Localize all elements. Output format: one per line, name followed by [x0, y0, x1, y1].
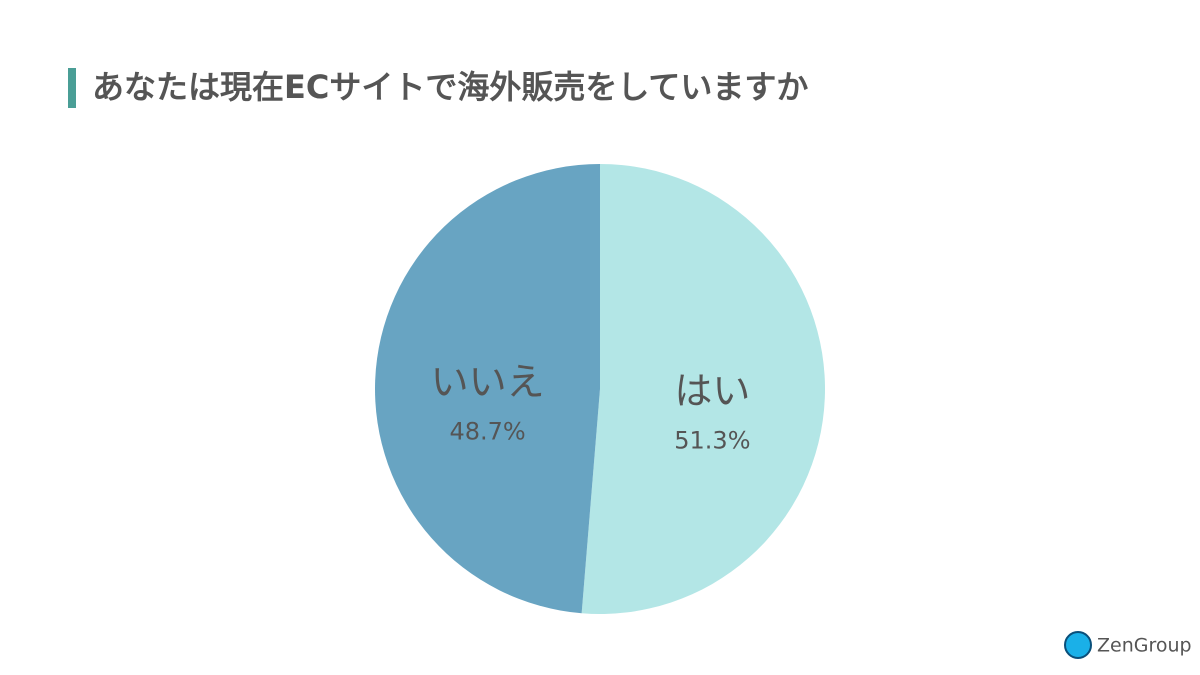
chart-title: あなたは現在ECサイトで海外販売をしていますか: [92, 68, 808, 106]
slice-value: 48.7%: [449, 417, 525, 445]
slice-label: はい: [674, 369, 750, 413]
brand-name: ZenGroup: [1097, 635, 1192, 657]
title-accent: [68, 68, 76, 108]
brand-logo: [1064, 631, 1092, 659]
pie-slice: [581, 164, 826, 615]
slice-label: いいえ: [431, 360, 545, 404]
pie-slice: [375, 164, 600, 614]
slice-value: 51.3%: [674, 427, 750, 455]
